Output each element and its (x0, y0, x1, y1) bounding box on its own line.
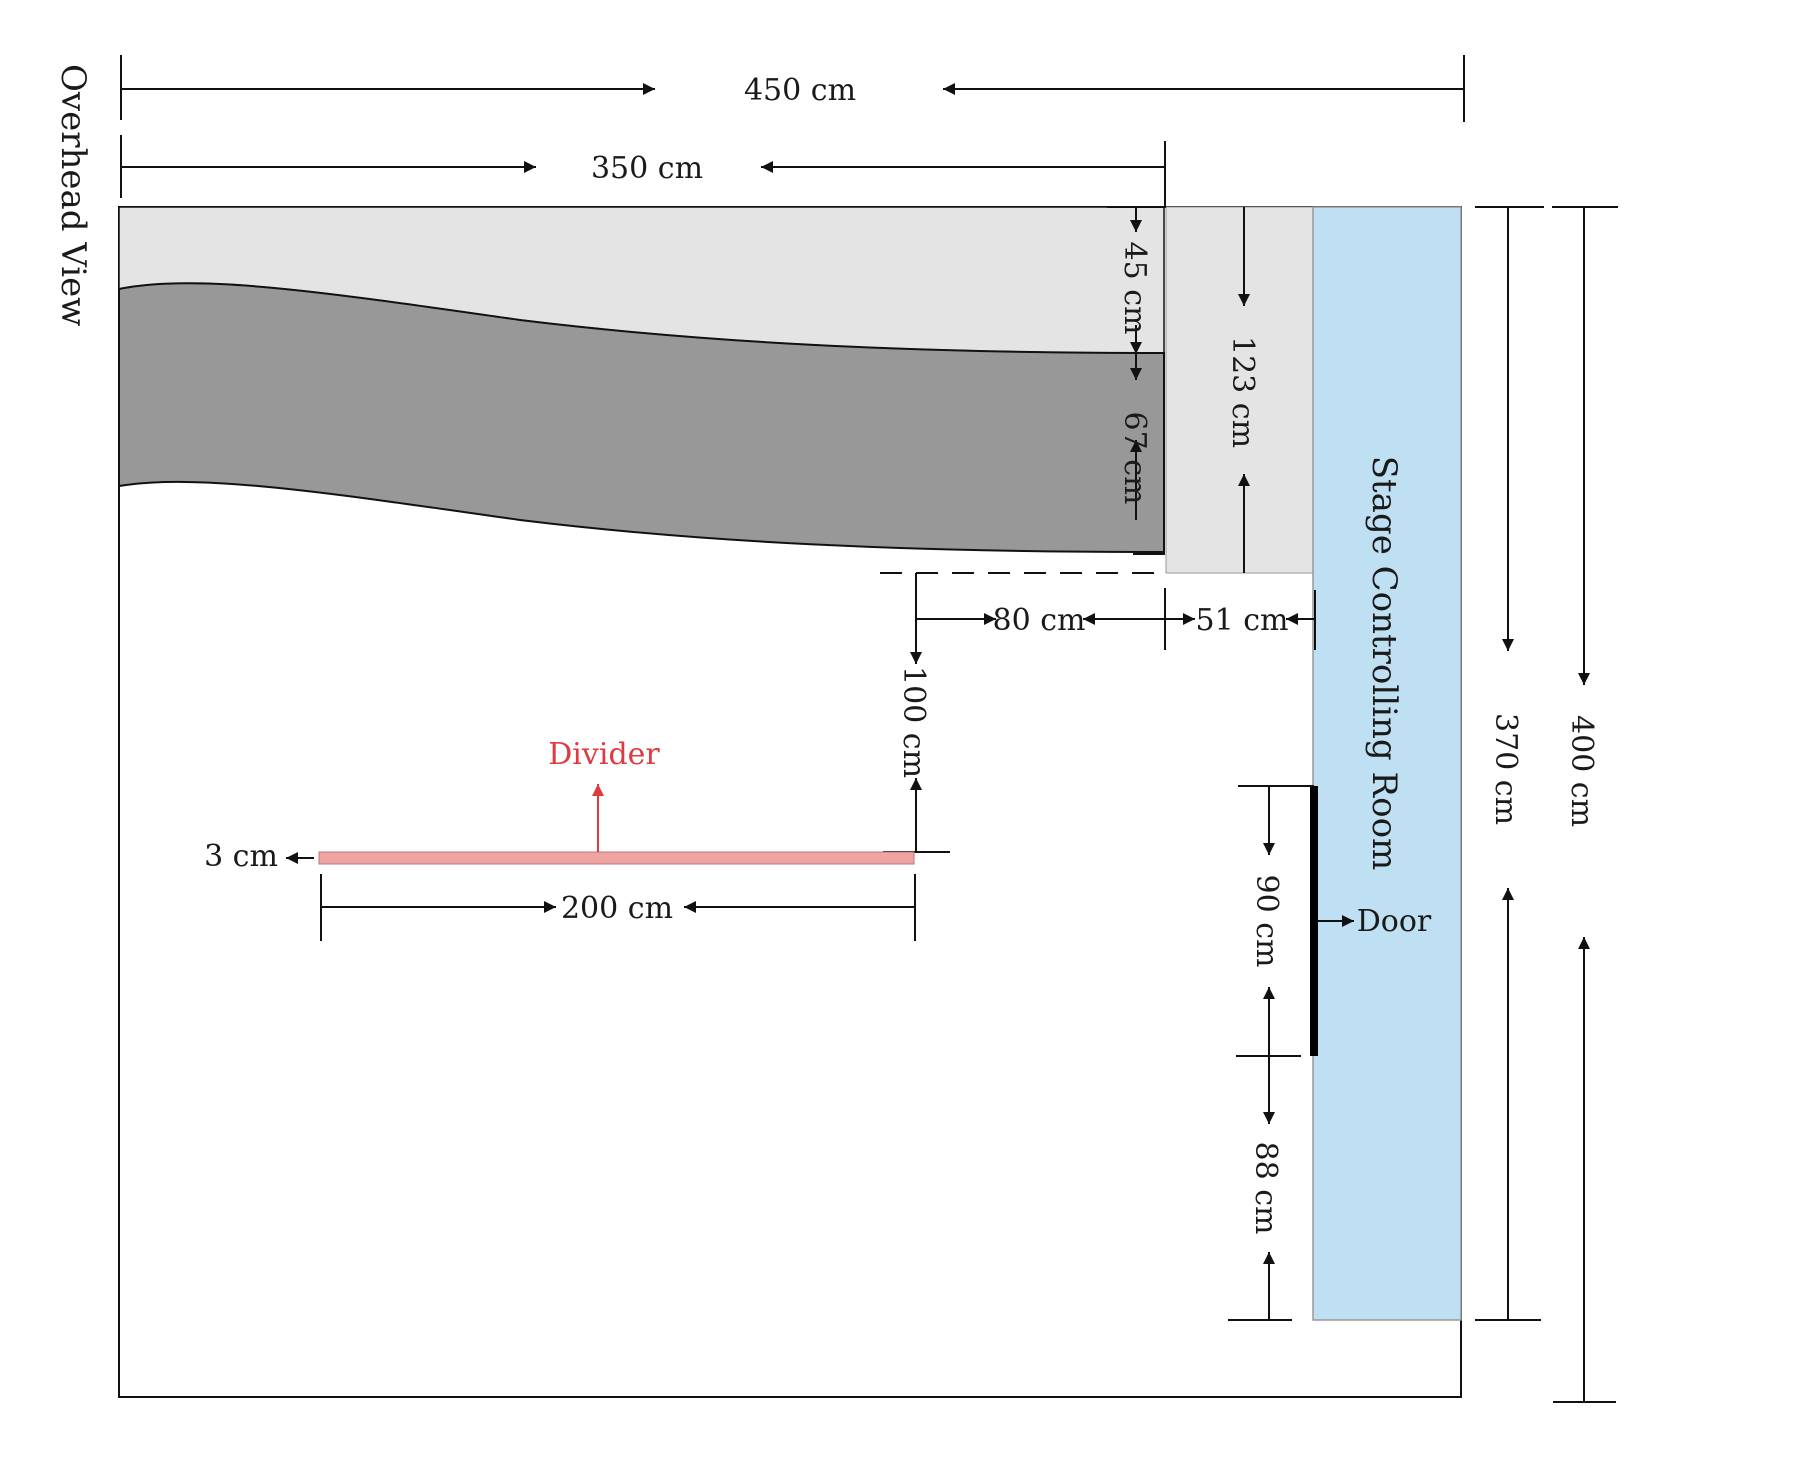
corridor (1165, 206, 1314, 574)
dim-corridor-width: 51 cm (1196, 603, 1289, 638)
stage-dark-band (118, 282, 1165, 554)
dim-dark-band: 67 cm (1117, 412, 1152, 505)
stage-control-room-label: Stage Controlling Room (1364, 456, 1404, 871)
dim-corridor-depth: 123 cm (1225, 336, 1260, 448)
door-label: Door (1357, 904, 1432, 939)
dim-control-room-length: 370 cm (1488, 713, 1523, 825)
divider-bar (318, 851, 915, 865)
dim-door-width: 90 cm (1249, 875, 1284, 968)
dim-total-width: 450 cm (744, 73, 856, 108)
page-title: Overhead View (53, 64, 93, 326)
dim-door-to-wall: 88 cm (1248, 1142, 1283, 1235)
dim-stage-to-divider: 100 cm (896, 666, 931, 778)
dim-gap-to-corridor: 80 cm (993, 603, 1086, 638)
divider-label: Divider (548, 737, 660, 772)
dim-divider-thickness: 3 cm (204, 839, 278, 874)
dim-light-band: 45 cm (1117, 242, 1152, 335)
dim-divider-length: 200 cm (561, 891, 673, 926)
stage-control-room (1312, 206, 1462, 1321)
dim-stage-width: 350 cm (591, 151, 703, 186)
dim-total-depth: 400 cm (1564, 715, 1599, 827)
